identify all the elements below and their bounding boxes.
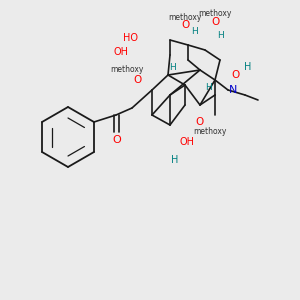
Text: OH: OH <box>113 47 128 57</box>
Text: methoxy: methoxy <box>168 13 202 22</box>
Text: O: O <box>196 117 204 127</box>
Text: O: O <box>231 70 239 80</box>
Text: H: H <box>205 82 212 91</box>
Text: methoxy: methoxy <box>198 10 232 19</box>
Text: H: H <box>171 155 179 165</box>
Text: N: N <box>229 85 237 95</box>
Text: O: O <box>211 17 219 27</box>
Text: O: O <box>112 135 122 145</box>
Text: O: O <box>133 75 141 85</box>
Text: methoxy: methoxy <box>110 65 144 74</box>
Text: O: O <box>181 20 189 30</box>
Text: HO: HO <box>123 33 138 43</box>
Text: methoxy: methoxy <box>193 128 227 136</box>
Text: H: H <box>217 31 224 40</box>
Text: H: H <box>192 28 198 37</box>
Text: OH: OH <box>179 137 194 147</box>
Text: H: H <box>169 64 176 73</box>
Text: H: H <box>244 62 252 72</box>
